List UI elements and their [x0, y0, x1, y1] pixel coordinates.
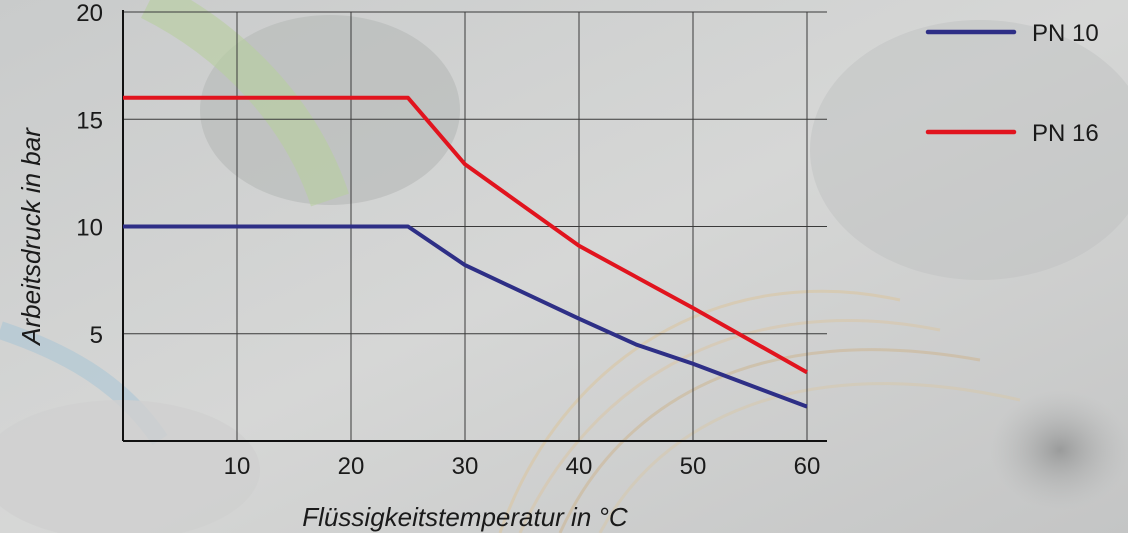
y-tick-label: 5 — [90, 322, 103, 349]
legend: PN 10 PN 16 — [925, 20, 1099, 147]
x-axis-title: Flüssigkeitstemperatur in °C — [302, 502, 628, 532]
y-tick-label: 20 — [76, 0, 103, 27]
x-tick-label: 10 — [224, 453, 251, 480]
y-tick-label: 15 — [76, 107, 103, 134]
x-tick-label: 20 — [338, 453, 365, 480]
y-axis-title: Arbeitsdruck in bar — [16, 127, 46, 347]
legend-label: PN 10 — [1032, 20, 1099, 47]
x-tick-label: 60 — [794, 453, 821, 480]
legend-label: PN 16 — [1032, 120, 1099, 147]
tick-labels: 10 20 30 40 50 60 5 10 15 20 — [76, 0, 820, 480]
series-lines — [123, 95, 808, 409]
x-tick-label: 30 — [452, 453, 479, 480]
series-line-pn-16 — [123, 95, 808, 375]
series-line-pn-10 — [123, 224, 808, 409]
x-tick-label: 50 — [680, 453, 707, 480]
x-tick-label: 40 — [566, 453, 593, 480]
y-tick-label: 10 — [76, 215, 103, 242]
